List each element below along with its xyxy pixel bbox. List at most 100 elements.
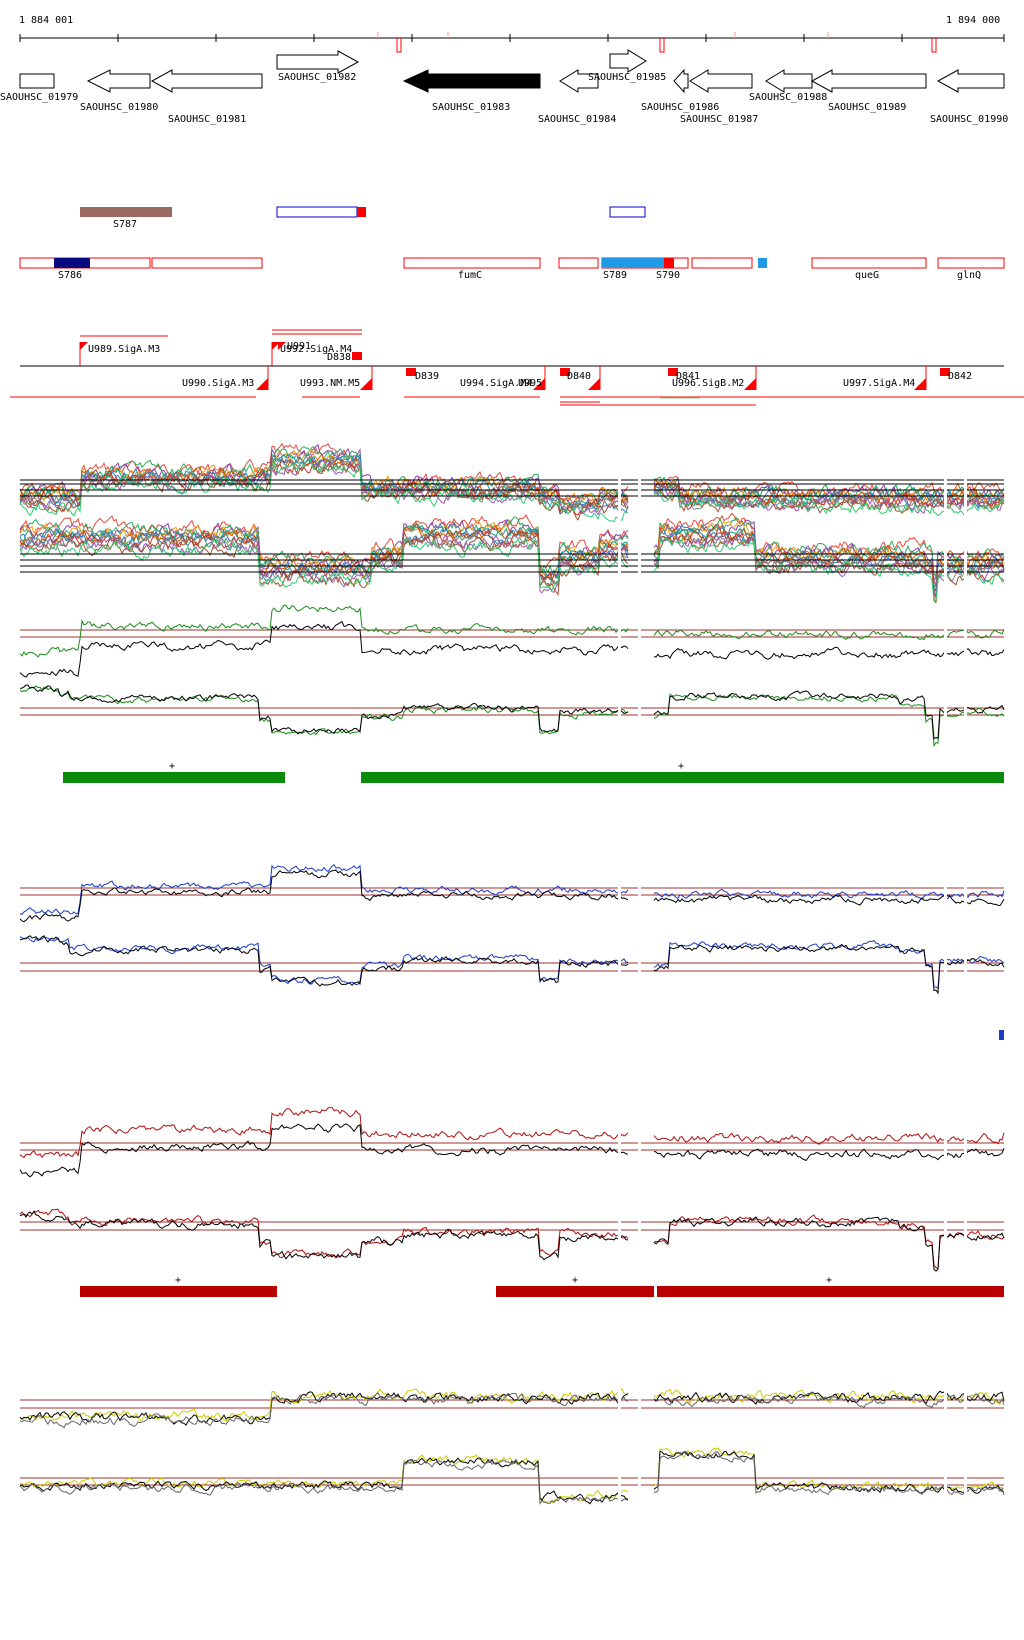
svg-text:SAOUHSC_01979: SAOUHSC_01979 <box>0 92 78 103</box>
svg-text:SAOUHSC_01980: SAOUHSC_01980 <box>80 102 158 113</box>
region-label-glnQ: glnQ <box>957 270 981 281</box>
promoter-U991[interactable]: U991 <box>287 341 311 352</box>
promoter-U996[interactable]: U996.SigB.M2 <box>672 378 744 389</box>
green-upper-control-trace <box>19 620 629 678</box>
promoter-U993[interactable]: U993.NM.M5 <box>300 378 360 389</box>
green-segment-2-strand: + <box>678 761 684 772</box>
terminator-D841[interactable]: D841 <box>676 371 700 382</box>
svg-text:SAOUHSC_01986: SAOUHSC_01986 <box>641 102 719 113</box>
svg-text:SAOUHSC_01981: SAOUHSC_01981 <box>168 114 246 125</box>
expression-tracks <box>19 442 1005 1520</box>
red-upper-control-trace <box>19 1123 629 1178</box>
svg-text:SAOUHSC_01982: SAOUHSC_01982 <box>278 72 356 83</box>
region-track: S787 S786 fumC S789 S790 queG glnQ <box>19 206 1005 281</box>
gene-track: SAOUHSC_01979 SAOUHSC_01980 SAOUHSC_0198… <box>0 49 1008 125</box>
ruler-end-label: 1 894 000 <box>946 15 1000 26</box>
svg-text:SAOUHSC_01984: SAOUHSC_01984 <box>538 114 616 125</box>
region-label-S790: S790 <box>656 270 680 281</box>
yellow-lower-trace <box>19 1454 629 1504</box>
gene-SAOUHSC_01989[interactable]: SAOUHSC_01989 <box>810 69 927 113</box>
region-S790[interactable] <box>664 258 674 268</box>
gene-SAOUHSC_01984[interactable]: SAOUHSC_01984 <box>538 69 616 125</box>
region-box-blue-1[interactable] <box>276 206 358 218</box>
green-segment-2[interactable] <box>361 772 1004 783</box>
green-upper-control-trace <box>653 646 1005 660</box>
red-segment-2-strand: + <box>572 1275 578 1286</box>
red-segment-3[interactable] <box>657 1286 1004 1297</box>
gene-SAOUHSC_01988[interactable]: SAOUHSC_01988 <box>749 69 827 103</box>
expression-all-lower-trace <box>19 537 629 591</box>
region-S789[interactable] <box>602 258 664 268</box>
svg-text:SAOUHSC_01987: SAOUHSC_01987 <box>680 114 758 125</box>
gene-SAOUHSC_01986[interactable]: SAOUHSC_01986 <box>641 68 719 113</box>
blue-lower-control-trace <box>653 943 1005 995</box>
gene-SAOUHSC_01985[interactable]: SAOUHSC_01985 <box>588 49 666 83</box>
green-lower-trace <box>19 685 629 736</box>
expression-all-lower-trace <box>19 514 629 571</box>
expression-all-upper-trace <box>19 453 629 511</box>
yellow-upper-control-trace-2 <box>19 1392 629 1429</box>
red-segment-1[interactable] <box>80 1286 277 1297</box>
expression-all-lower-trace <box>19 529 629 585</box>
blue-lower-trace <box>653 939 1005 990</box>
gene-SAOUHSC_01983[interactable]: SAOUHSC_01983 <box>402 69 541 113</box>
blue-segment-marker[interactable] <box>999 1030 1004 1040</box>
green-segment-1-strand: + <box>169 761 175 772</box>
expression-all-lower-trace <box>653 536 1005 603</box>
region-label-queG: queG <box>855 270 879 281</box>
red-segment-3-strand: + <box>826 1275 832 1286</box>
svg-text:SAOUHSC_01983: SAOUHSC_01983 <box>432 102 510 113</box>
gene-SAOUHSC_01981[interactable]: SAOUHSC_01981 <box>150 69 263 125</box>
region-label-S787: S787 <box>113 219 137 230</box>
promoter-U997[interactable]: U997.SigA.M4 <box>843 378 915 389</box>
red-lower-trace <box>653 1214 1005 1270</box>
region-S786[interactable] <box>54 258 90 268</box>
gene-SAOUHSC_01987[interactable]: SAOUHSC_01987 <box>680 69 758 125</box>
expression-all-upper-trace <box>19 454 629 516</box>
red-lower-control-trace <box>19 1210 629 1261</box>
promoter-U995[interactable]: U995 <box>518 378 542 389</box>
segment-bars: + + + + + <box>63 761 1004 1297</box>
yellow-lower-trace <box>653 1447 1005 1491</box>
terminator-D838[interactable]: D838 <box>327 352 351 363</box>
red-segment-1-strand: + <box>175 1275 181 1286</box>
red-upper-trace <box>19 1106 629 1159</box>
region-label-fumC: fumC <box>458 270 482 281</box>
region-S787[interactable] <box>80 207 172 217</box>
green-upper-trace <box>19 604 629 658</box>
coordinate-ruler: 1 884 001 1 894 000 <box>19 15 1005 53</box>
promoter-U992[interactable]: U992.SigA.M4 <box>280 344 352 355</box>
svg-text:SAOUHSC_01989: SAOUHSC_01989 <box>828 102 906 113</box>
red-lower-control-trace <box>653 1216 1005 1272</box>
green-lower-control-trace <box>19 684 629 735</box>
expression-all-lower-trace <box>19 521 629 581</box>
terminator-D839[interactable]: D839 <box>415 371 439 382</box>
gene-SAOUHSC_01980[interactable]: SAOUHSC_01980 <box>80 69 158 113</box>
expression-all-lower-trace <box>19 530 629 589</box>
gene-SAOUHSC_01990[interactable]: SAOUHSC_01990 <box>930 69 1008 125</box>
blue-lower-trace <box>19 936 629 986</box>
region-box-blue-2[interactable] <box>609 206 646 218</box>
svg-text:SAOUHSC_01990: SAOUHSC_01990 <box>930 114 1008 125</box>
region-label-S786: S786 <box>58 270 82 281</box>
terminator-D840[interactable]: D840 <box>567 371 591 382</box>
svg-text:SAOUHSC_01988: SAOUHSC_01988 <box>749 92 827 103</box>
red-upper-trace <box>653 1132 1005 1145</box>
region-label-S789: S789 <box>603 270 627 281</box>
blue-lower-control-trace <box>19 935 629 987</box>
terminator-D842[interactable]: D842 <box>948 371 972 382</box>
expression-all-lower-trace <box>19 533 629 594</box>
promoter-track: U989.SigA.M3 U992.SigA.M4 U991 D838 U990… <box>10 329 1024 406</box>
red-lower-trace <box>19 1208 629 1259</box>
gene-SAOUHSC_01979[interactable]: SAOUHSC_01979 <box>0 73 78 103</box>
yellow-lower-control-trace <box>19 1457 629 1505</box>
gene-SAOUHSC_01982[interactable]: SAOUHSC_01982 <box>276 50 360 83</box>
yellow-lower-control-trace-2 <box>19 1458 629 1505</box>
promoter-U990[interactable]: U990.SigA.M3 <box>182 378 254 389</box>
red-segment-2[interactable] <box>496 1286 654 1297</box>
yellow-upper-trace <box>19 1388 629 1422</box>
green-segment-1[interactable] <box>63 772 285 783</box>
promoter-U989[interactable]: U989.SigA.M3 <box>88 344 160 355</box>
promoter-U994[interactable]: U994.SigA.M4 <box>460 378 532 389</box>
